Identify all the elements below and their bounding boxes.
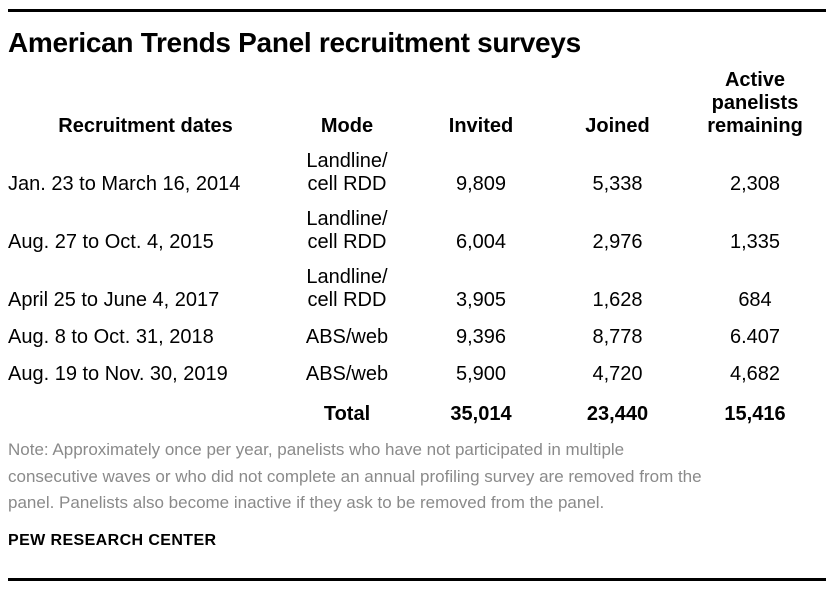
top-rule xyxy=(8,9,826,12)
table-body: Jan. 23 to March 16, 2014 Landline/ cell … xyxy=(8,144,826,392)
cell-dates: Aug. 27 to Oct. 4, 2015 xyxy=(8,231,214,253)
table-row: April 25 to June 4, 2017 Landline/ cell R… xyxy=(8,260,826,318)
table-row: Jan. 23 to March 16, 2014 Landline/ cell … xyxy=(8,144,826,202)
cell-active: 684 xyxy=(738,289,772,311)
cell-invited: 5,900 xyxy=(455,363,507,385)
cell-joined: 4,720 xyxy=(592,363,643,385)
cell-total-joined: 23,440 xyxy=(586,403,649,425)
table-row: Aug. 8 to Oct. 31, 2018 ABS/web 9,396 8,778… xyxy=(8,318,826,355)
cell-joined: 2,976 xyxy=(592,231,643,253)
table-footer: Total 35,014 23,440 15,416 xyxy=(8,392,826,432)
header-mode: Mode xyxy=(320,115,374,137)
cell-joined: 8,778 xyxy=(592,326,643,348)
cell-total-label: Total xyxy=(323,403,371,425)
cell-dates: April 25 to June 4, 2017 xyxy=(8,289,220,311)
cell-mode: Landline/ cell RDD xyxy=(306,150,388,195)
cell-mode: ABS/web xyxy=(305,363,389,385)
cell-total-dates xyxy=(8,392,283,432)
cell-active: 6.407 xyxy=(729,326,781,348)
table-row: Aug. 19 to Nov. 30, 2019 ABS/web 5,900 4,72… xyxy=(8,355,826,392)
header-invited: Invited xyxy=(448,115,514,137)
cell-dates: Jan. 23 to March 16, 2014 xyxy=(8,173,241,195)
cell-active: 4,682 xyxy=(729,363,781,385)
header-recruitment-dates: Recruitment dates xyxy=(58,115,233,137)
cell-invited: 3,905 xyxy=(455,289,507,311)
cell-joined: 1,628 xyxy=(592,289,643,311)
table-header: Recruitment dates Mode Invited Joined Ac… xyxy=(8,62,826,144)
cell-mode: Landline/ cell RDD xyxy=(306,266,388,311)
bottom-rule xyxy=(8,578,826,581)
note-text: Note: Approximately once per year, panel… xyxy=(8,440,702,512)
cell-invited: 9,396 xyxy=(455,326,507,348)
header-row: Recruitment dates Mode Invited Joined Ac… xyxy=(8,62,826,144)
table-row: Aug. 27 to Oct. 4, 2015 Landline/ cell RD… xyxy=(8,202,826,260)
page-title: American Trends Panel recruitment survey… xyxy=(8,27,581,58)
cell-dates: Aug. 19 to Nov. 30, 2019 xyxy=(8,363,228,385)
header-active-panelists-remaining: Active panelists remaining xyxy=(707,69,803,137)
recruitment-table: Recruitment dates Mode Invited Joined Ac… xyxy=(8,62,826,432)
cell-active: 1,335 xyxy=(729,231,781,253)
cell-total-active: 15,416 xyxy=(724,403,786,425)
cell-total-invited: 35,014 xyxy=(450,403,512,425)
total-row: Total 35,014 23,440 15,416 xyxy=(8,392,826,432)
source-label: PEW RESEARCH CENTER xyxy=(8,532,217,549)
cell-mode: Landline/ cell RDD xyxy=(306,208,388,253)
cell-invited: 9,809 xyxy=(455,173,507,195)
cell-joined: 5,338 xyxy=(592,173,643,195)
cell-active: 2,308 xyxy=(729,173,781,195)
cell-invited: 6,004 xyxy=(455,231,507,253)
header-joined: Joined xyxy=(585,115,650,137)
cell-dates: Aug. 8 to Oct. 31, 2018 xyxy=(8,326,214,348)
cell-mode: ABS/web xyxy=(305,326,389,348)
